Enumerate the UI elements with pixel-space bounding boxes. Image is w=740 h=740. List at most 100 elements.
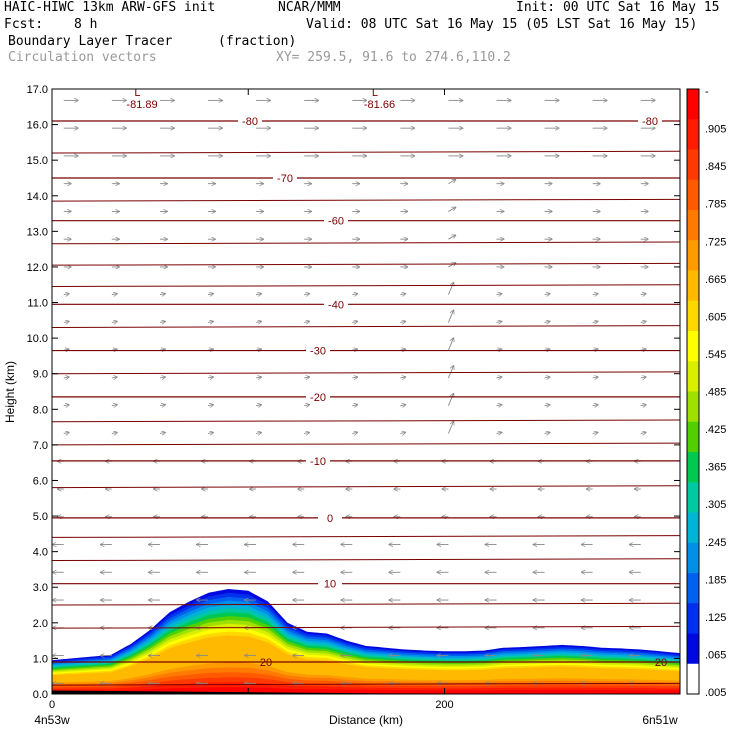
colorbar-swatch: [687, 300, 699, 332]
vector-arrow: [256, 321, 261, 322]
isotherm-line: [52, 241, 680, 245]
isotherm-line: [52, 198, 680, 202]
colorbar-swatch: [687, 149, 699, 181]
isotherm-line: [52, 325, 680, 328]
vector-arrow: [400, 432, 405, 433]
y-tick-label: 5.0: [33, 511, 48, 523]
colorbar-swatch: [687, 482, 699, 513]
isotherm-label: 20: [655, 657, 667, 669]
colorbar-swatch: [687, 119, 699, 150]
colorbar: - .905 .845 .785 .725 .665 .605 .545 .485 .425 .36…: [686, 86, 726, 699]
vector-arrow: [448, 283, 453, 295]
isotherm-label: 10: [324, 579, 336, 591]
isotherm-label: -80: [242, 116, 258, 128]
vector-arrow: [304, 405, 309, 406]
y-tick-label: 14.0: [27, 191, 48, 203]
isotherm-label: -40: [328, 299, 344, 311]
vector-arrow: [592, 377, 598, 378]
vector-arrow: [256, 377, 261, 378]
colorbar-label: .545: [705, 349, 726, 361]
isotherm-label-bg: [306, 390, 330, 403]
vector-arrow: [448, 310, 453, 323]
colorbar-frame: [686, 88, 700, 695]
vector-arrow: [592, 294, 598, 295]
valid-time: Valid: 08 UTC Sat 16 May 15 (05 LST Sat …: [306, 17, 698, 32]
vector-arrow: [111, 432, 117, 433]
isotherm-line: [52, 150, 680, 154]
vector-arrow: [111, 377, 117, 378]
vector-arrow: [544, 377, 550, 378]
terrain: [52, 690, 680, 694]
vector-arrow: [111, 294, 117, 295]
vector-arrow: [544, 321, 550, 322]
colorbar-label: .785: [705, 199, 726, 211]
isotherm-label-bg: [324, 298, 348, 311]
colorbar-swatch: [687, 603, 699, 634]
y-tick-label: 17.0: [27, 84, 48, 96]
colorbar-swatch: [687, 179, 699, 211]
vector-arrow: [640, 294, 646, 295]
low-marker: L: [134, 87, 140, 99]
isotherm-label: -70: [277, 173, 293, 185]
y-axis: 0.0 1.0 2.0 3.0 4.0 5.0 6.0 7.0 8.0 9.0 10.0 11.0 12…: [27, 84, 680, 701]
vector-arrow: [592, 321, 598, 322]
init-time: Init: 00 UTC Sat 16 May 15: [516, 0, 720, 15]
vector-arrow: [256, 405, 261, 406]
x-axis-label: Distance (km): [329, 713, 403, 727]
vector-arrow: [448, 235, 455, 240]
isotherm-line: [52, 625, 680, 629]
vector-arrow: [207, 321, 213, 322]
vector-arrow: [159, 405, 165, 406]
colorbar-label: .905: [705, 124, 726, 136]
isotherm-label: 0: [327, 513, 333, 525]
x-tick-label: 0: [49, 699, 55, 711]
y-tick-label: 9.0: [33, 369, 48, 381]
x-tick-label: 200: [435, 699, 453, 711]
vector-arrow: [256, 432, 261, 433]
vector-arrow: [400, 405, 405, 406]
vector-arrow: [304, 294, 309, 295]
vector-arrow: [448, 180, 455, 185]
vector-arrow: [63, 294, 69, 295]
isotherm-label: -10: [310, 456, 326, 468]
vector-arrow: [159, 377, 165, 378]
y-tick-label: 12.0: [27, 262, 48, 274]
colorbar-swatch: [687, 542, 699, 574]
isotherm-label: 20: [260, 657, 272, 669]
vector-arrow: [592, 432, 598, 433]
cross-section-coords: XY= 259.5, 91.6 to 274.6,110.2: [276, 50, 511, 65]
isotherm-line: [52, 535, 680, 538]
vector-arrow: [63, 432, 69, 433]
vector-arrow: [496, 432, 502, 433]
vector-arrow: [159, 294, 165, 295]
forecast-label: Fcst:: [4, 17, 44, 32]
y-axis-label: Height (km): [3, 361, 17, 423]
vector-arrow: [352, 294, 357, 295]
forecast-hours: 8 h: [74, 17, 98, 32]
vector-arrow: [400, 321, 405, 322]
vector-arrow: [63, 405, 69, 406]
isotherm-label: -80: [642, 116, 658, 128]
colorbar-label: .065: [705, 649, 726, 661]
colorbar-swatch: [687, 240, 699, 271]
vector-arrow: [352, 377, 357, 378]
colorbar-label: .485: [705, 387, 726, 399]
colorbar-label: .665: [705, 274, 726, 286]
vector-arrow: [159, 321, 165, 322]
isotherm-line: [52, 485, 680, 489]
vector-arrow: [304, 321, 309, 322]
isotherm-label-bg: [238, 115, 262, 128]
colorbar-label: .725: [705, 236, 726, 248]
x-axis-right-end-label: 6n51w: [642, 713, 678, 727]
colorbar-swatch: [687, 421, 699, 453]
isotherm-line: [52, 442, 680, 446]
colorbar-swatch: [687, 331, 699, 362]
y-tick-label: 10.0: [27, 333, 48, 345]
colorbar-swatch: [687, 633, 699, 665]
isotherm-line: [52, 284, 680, 288]
vector-field-name: Circulation vectors: [8, 50, 157, 65]
y-tick-label: 3.0: [33, 582, 48, 594]
colorbar-swatch: [687, 573, 699, 604]
